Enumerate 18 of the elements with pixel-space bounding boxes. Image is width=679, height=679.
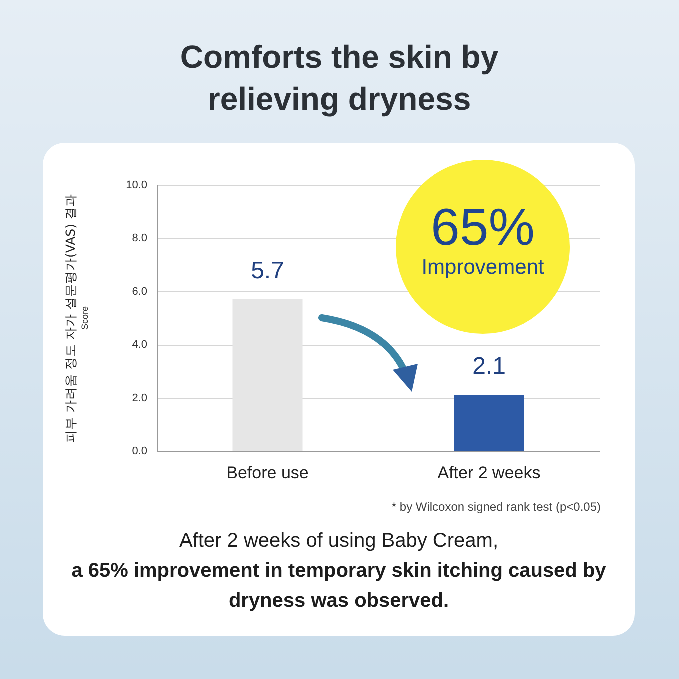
- y-tick-label: 2.0: [132, 392, 148, 404]
- annotation: Improvement: [420, 256, 546, 280]
- y-tick-label: 4.0: [132, 339, 148, 352]
- chart-title: Comforts the skin by relieving dryness: [179, 38, 500, 119]
- y-tick-label: 10.0: [126, 180, 148, 192]
- x-tick-label: After 2 weeks: [438, 464, 541, 482]
- data-label: 5.7: [251, 257, 284, 284]
- x-tick-label: Before use: [226, 464, 309, 482]
- text: * by Wilcoxon signed rank test (p<0.05): [392, 500, 601, 514]
- y-tick-label: 0.0: [132, 446, 148, 458]
- y-tick-label: 8.0: [132, 232, 148, 245]
- text: After 2 weeks of using Baby Cream,: [178, 529, 500, 554]
- text: Score: [80, 306, 90, 330]
- y-axis-title: 피부 가려움 정도 자가 설문평가(VAS) 결과: [63, 194, 78, 443]
- text: a 65% improvement in temporary skin itching caused by dryness was observed.: [70, 559, 608, 614]
- annotation: 65%: [430, 199, 536, 257]
- y-tick-label: 6.0: [132, 286, 148, 298]
- data-label: 2.1: [472, 353, 506, 380]
